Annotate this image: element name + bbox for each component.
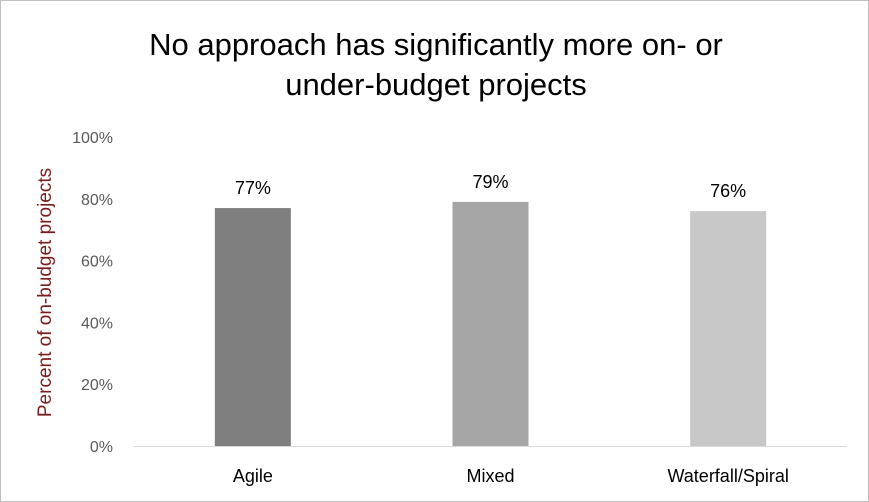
y-tick-label: 80% (81, 192, 113, 209)
x-tick-label: Mixed (466, 466, 514, 486)
x-tick-label: Agile (233, 466, 273, 486)
y-axis-title: Percent of on-budget projects (35, 168, 56, 417)
y-tick-label: 100% (72, 130, 113, 147)
chart-title-line-2: under-budget projects (285, 67, 587, 102)
y-tick-label: 0% (90, 439, 113, 456)
x-tick-label: Waterfall/Spiral (667, 466, 788, 486)
bar (452, 201, 529, 446)
bar (690, 211, 767, 446)
y-tick-label: 40% (81, 315, 113, 332)
y-tick-label: 20% (81, 377, 113, 394)
data-label: 79% (472, 172, 508, 192)
data-label: 76% (710, 181, 746, 201)
y-tick-label: 60% (81, 254, 113, 271)
bar (214, 208, 291, 446)
chart-title-line-1: No approach has significantly more on- o… (149, 27, 723, 62)
data-label: 77% (235, 178, 271, 198)
chart-title: No approach has significantly more on- o… (61, 25, 811, 105)
